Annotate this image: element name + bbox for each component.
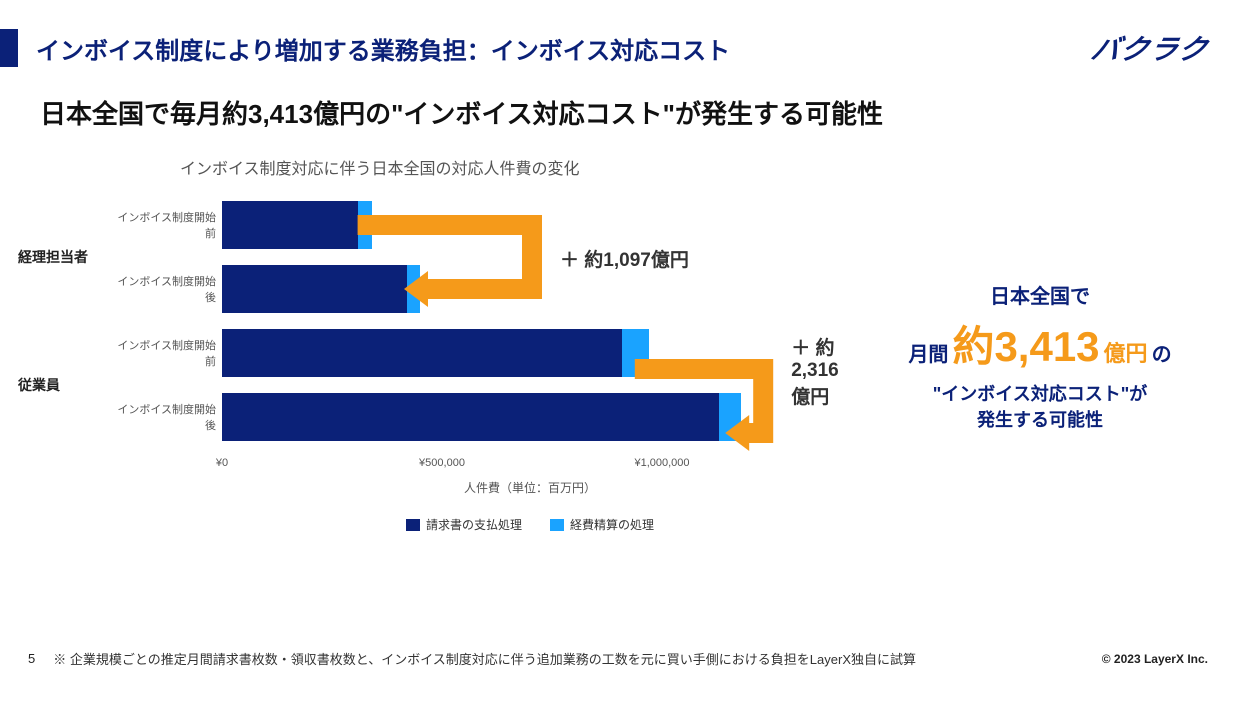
page-number: 5: [28, 651, 35, 666]
axis-tick: ¥1,000,000: [634, 457, 689, 469]
brand-logo: バクラク: [1088, 28, 1213, 68]
headline: 日本全国で毎月約3,413億円の"インボイス対応コスト"が発生する可能性: [40, 94, 1248, 131]
increase-annotation: ＋ 約2,316億円: [791, 333, 839, 409]
callout-big-number: 約3,413: [952, 313, 1099, 374]
axis-tick: ¥0: [216, 457, 228, 469]
footnote: ※ 企業規模ごとの推定月間請求書枚数・領収書枚数と、インボイス制度対応に伴う追加…: [53, 649, 916, 668]
callout-line3: "インボイス対応コスト"が: [850, 380, 1230, 406]
change-arrow: [0, 185, 572, 319]
axis-tick: ¥500,000: [419, 457, 465, 469]
callout-suffix: の: [1152, 338, 1172, 367]
chart-title: インボイス制度対応に伴う日本全国の対応人件費の変化: [180, 155, 1248, 179]
callout-line2: 月間 約3,413 億円 の: [850, 313, 1230, 374]
copyright: © 2023 LayerX Inc.: [1102, 652, 1208, 666]
slide-header: インボイス制度により増加する業務負担：インボイス対応コスト バクラク: [0, 0, 1248, 68]
increase-annotation: ＋ 約1,097億円: [560, 245, 689, 272]
bar-chart: 経理担当者インボイス制度開始前インボイス制度開始後＋ 約1,097億円従業員イン…: [0, 185, 830, 533]
callout-line1: 日本全国で: [850, 280, 1230, 309]
slide-footer: 5 ※ 企業規模ごとの推定月間請求書枚数・領収書枚数と、インボイス制度対応に伴う…: [28, 649, 1208, 668]
x-axis-scale: ¥0¥500,000¥1,000,000: [222, 457, 838, 473]
title-accent-bar: [0, 29, 18, 67]
callout-prefix: 月間: [908, 338, 948, 367]
callout-unit: 億円: [1104, 336, 1148, 368]
summary-callout: 日本全国で 月間 約3,413 億円 の "インボイス対応コスト"が 発生する可…: [850, 280, 1230, 432]
slide-title: インボイス制度により増加する業務負担：インボイス対応コスト: [36, 31, 1092, 66]
callout-line4: 発生する可能性: [850, 406, 1230, 432]
